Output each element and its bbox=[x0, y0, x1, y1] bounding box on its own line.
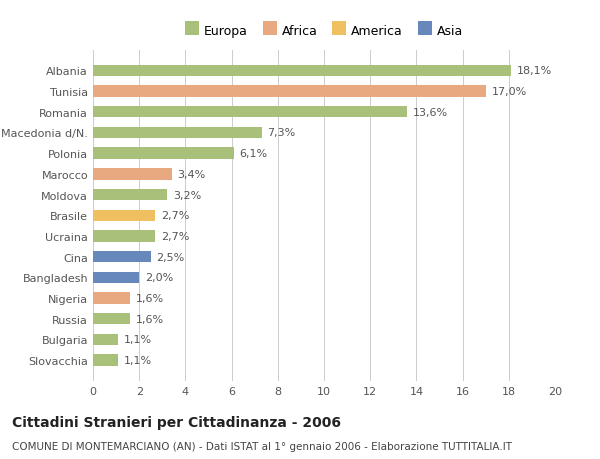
Text: 1,1%: 1,1% bbox=[124, 355, 152, 365]
Text: 1,6%: 1,6% bbox=[136, 293, 164, 303]
Text: COMUNE DI MONTEMARCIANO (AN) - Dati ISTAT al 1° gennaio 2006 - Elaborazione TUTT: COMUNE DI MONTEMARCIANO (AN) - Dati ISTA… bbox=[12, 441, 512, 451]
Bar bbox=[93, 293, 130, 304]
Bar bbox=[93, 355, 118, 366]
Bar bbox=[93, 66, 511, 77]
Text: 7,3%: 7,3% bbox=[268, 128, 296, 138]
Bar bbox=[93, 210, 155, 221]
Text: 2,7%: 2,7% bbox=[161, 231, 190, 241]
Bar bbox=[93, 252, 151, 263]
Bar bbox=[93, 272, 139, 283]
Bar bbox=[93, 231, 155, 242]
Text: 2,0%: 2,0% bbox=[145, 273, 173, 283]
Text: 13,6%: 13,6% bbox=[413, 107, 448, 118]
Bar bbox=[93, 169, 172, 180]
Legend: Europa, Africa, America, Asia: Europa, Africa, America, Asia bbox=[185, 25, 463, 38]
Text: 1,1%: 1,1% bbox=[124, 335, 152, 345]
Text: 1,6%: 1,6% bbox=[136, 314, 164, 324]
Text: 18,1%: 18,1% bbox=[517, 66, 552, 76]
Text: 3,2%: 3,2% bbox=[173, 190, 201, 200]
Bar bbox=[93, 128, 262, 139]
Text: 3,4%: 3,4% bbox=[178, 169, 206, 179]
Bar bbox=[93, 313, 130, 325]
Text: Cittadini Stranieri per Cittadinanza - 2006: Cittadini Stranieri per Cittadinanza - 2… bbox=[12, 415, 341, 429]
Text: 17,0%: 17,0% bbox=[491, 87, 527, 97]
Bar bbox=[93, 148, 234, 159]
Bar bbox=[93, 334, 118, 345]
Bar bbox=[93, 190, 167, 201]
Text: 2,5%: 2,5% bbox=[157, 252, 185, 262]
Text: 2,7%: 2,7% bbox=[161, 211, 190, 221]
Bar bbox=[93, 86, 486, 97]
Text: 6,1%: 6,1% bbox=[239, 149, 268, 159]
Bar bbox=[93, 107, 407, 118]
